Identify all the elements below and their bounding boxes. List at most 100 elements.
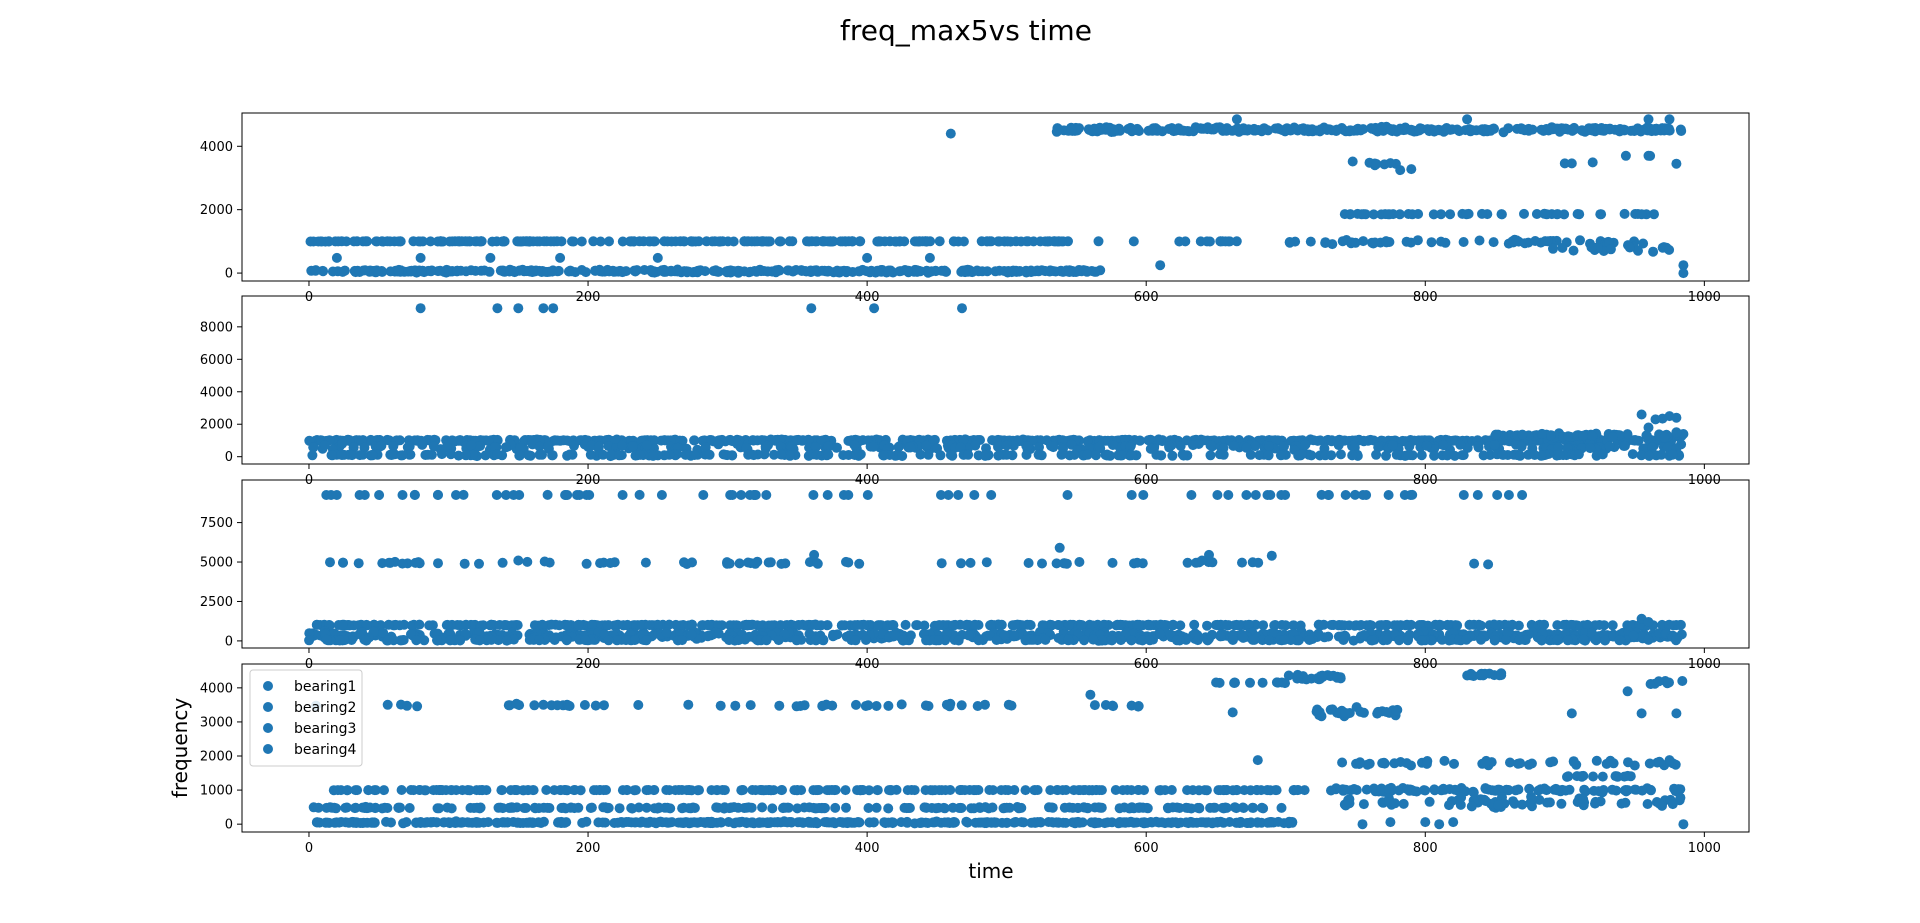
data-point (993, 619, 1004, 630)
data-point (939, 803, 950, 814)
data-point (514, 450, 525, 461)
data-point (991, 635, 1002, 645)
y-tick-label: 4000 (200, 140, 233, 155)
data-point (924, 252, 935, 263)
data-point (447, 435, 458, 446)
data-point (1147, 817, 1157, 828)
data-point (498, 236, 509, 247)
data-point (461, 619, 471, 630)
data-point (581, 558, 592, 569)
data-point (337, 619, 348, 630)
data-point (1059, 802, 1070, 813)
data-point (1085, 689, 1096, 700)
data-point (1641, 430, 1652, 441)
data-point (1248, 802, 1259, 813)
data-point (576, 236, 587, 247)
data-point (1010, 817, 1021, 827)
data-point (1283, 670, 1294, 681)
data-point (432, 490, 443, 500)
data-point (1490, 429, 1501, 440)
data-point (1253, 125, 1264, 135)
data-point (411, 635, 422, 646)
data-point (1474, 235, 1485, 246)
data-point (602, 620, 613, 631)
data-point (1397, 435, 1408, 446)
data-point (791, 635, 802, 646)
data-point (334, 635, 345, 646)
data-point (311, 619, 322, 630)
data-point (1394, 635, 1405, 646)
data-point (742, 620, 753, 631)
data-point (454, 236, 465, 247)
data-point (1653, 676, 1664, 687)
data-point (635, 449, 646, 460)
data-point (912, 620, 923, 631)
data-point (385, 266, 396, 277)
data-point (652, 619, 663, 630)
data-point (1208, 802, 1219, 813)
panel-frame (241, 663, 1750, 833)
data-point (774, 700, 785, 711)
data-point (683, 266, 694, 277)
data-point (1288, 620, 1299, 631)
data-point (372, 236, 382, 247)
data-point (526, 817, 537, 828)
x-axis-label: time (968, 859, 1013, 883)
data-point (1667, 449, 1678, 460)
data-point (1079, 635, 1090, 646)
data-point (1472, 490, 1483, 500)
data-point (661, 627, 672, 638)
data-point (1107, 440, 1118, 450)
data-point (454, 435, 465, 446)
data-point (1037, 558, 1047, 569)
data-point (761, 635, 772, 646)
data-point (1243, 619, 1254, 630)
data-point (852, 785, 863, 796)
data-point (1448, 817, 1459, 828)
data-point (564, 701, 575, 711)
data-point (416, 266, 427, 277)
data-point (1250, 490, 1261, 500)
x-tick-label: 0 (305, 841, 313, 856)
data-point (1325, 704, 1336, 715)
data-point (970, 620, 981, 631)
data-point (575, 785, 586, 796)
data-point (464, 785, 475, 796)
data-point (1413, 209, 1424, 219)
data-point (386, 450, 397, 460)
y-tick-label: 8000 (200, 320, 233, 335)
data-point (1383, 783, 1394, 794)
data-point (1368, 209, 1379, 220)
data-point (1020, 635, 1031, 646)
data-point (924, 267, 935, 278)
data-point (703, 620, 714, 631)
data-point (776, 558, 787, 569)
data-point (677, 817, 688, 828)
data-point (1439, 755, 1450, 766)
data-point (1128, 236, 1139, 247)
data-point (500, 442, 511, 453)
data-point (1563, 431, 1574, 442)
data-point (384, 557, 395, 568)
data-point (823, 449, 834, 460)
data-point (1113, 818, 1124, 829)
data-point (1597, 771, 1608, 782)
data-point (1403, 449, 1414, 460)
data-point (679, 557, 689, 568)
data-point (681, 785, 692, 796)
data-point (1587, 431, 1598, 441)
data-point (1633, 245, 1643, 256)
data-point (417, 439, 428, 450)
data-point (501, 635, 512, 646)
data-point (480, 450, 491, 461)
data-point (713, 628, 724, 639)
data-point (734, 558, 745, 569)
data-point (1620, 797, 1631, 808)
data-point (1604, 441, 1615, 452)
data-point (354, 490, 365, 500)
data-point (1167, 620, 1178, 631)
data-point (1445, 209, 1456, 220)
data-point (1094, 441, 1105, 452)
